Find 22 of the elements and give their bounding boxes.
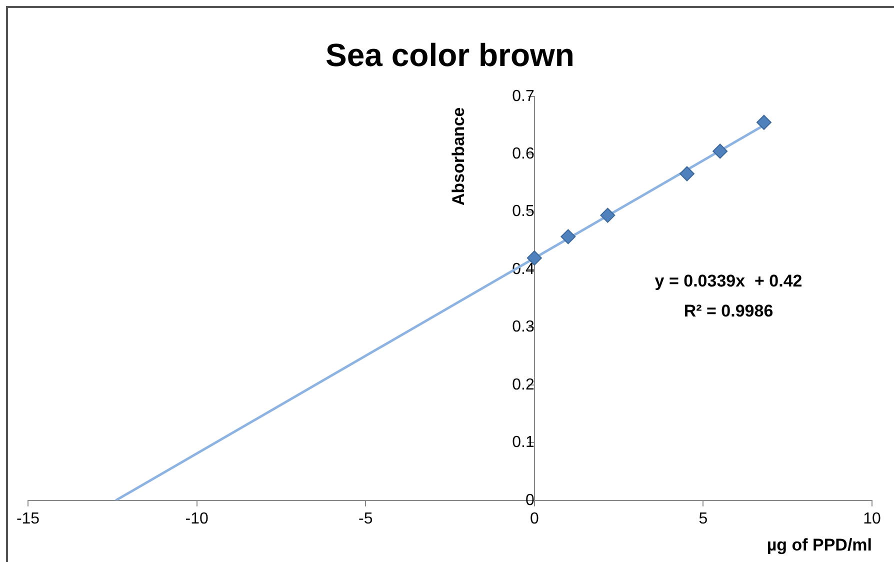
y-tick-label: 0.5 <box>512 203 534 220</box>
x-tick-label: -5 <box>358 510 373 528</box>
annotation: y = 0.0339x + 0.42 <box>654 271 802 290</box>
x-axis-title: µg of PPD/ml <box>766 535 872 554</box>
y-tick-label: 0.7 <box>512 88 534 105</box>
x-tick-label: -15 <box>16 510 40 528</box>
y-tick-label: 0 <box>525 492 534 509</box>
annotation: R² = 0.9986 <box>684 301 774 320</box>
point <box>600 208 616 223</box>
y-tick-label: 0.3 <box>512 318 534 336</box>
y-tick-label: 0.1 <box>512 434 534 452</box>
x-tick-label: -10 <box>185 510 208 528</box>
y-tick-label: 0.6 <box>512 146 534 163</box>
y-axis-title: Absorbance <box>449 107 468 206</box>
y-tick-label: 0.2 <box>512 376 534 394</box>
point <box>560 229 576 244</box>
point <box>712 144 728 159</box>
chart-title: Sea color brown <box>326 37 574 74</box>
point <box>756 114 772 130</box>
point <box>679 166 694 182</box>
x-tick-label: 5 <box>698 510 708 528</box>
x-tick-label: 10 <box>863 510 881 528</box>
